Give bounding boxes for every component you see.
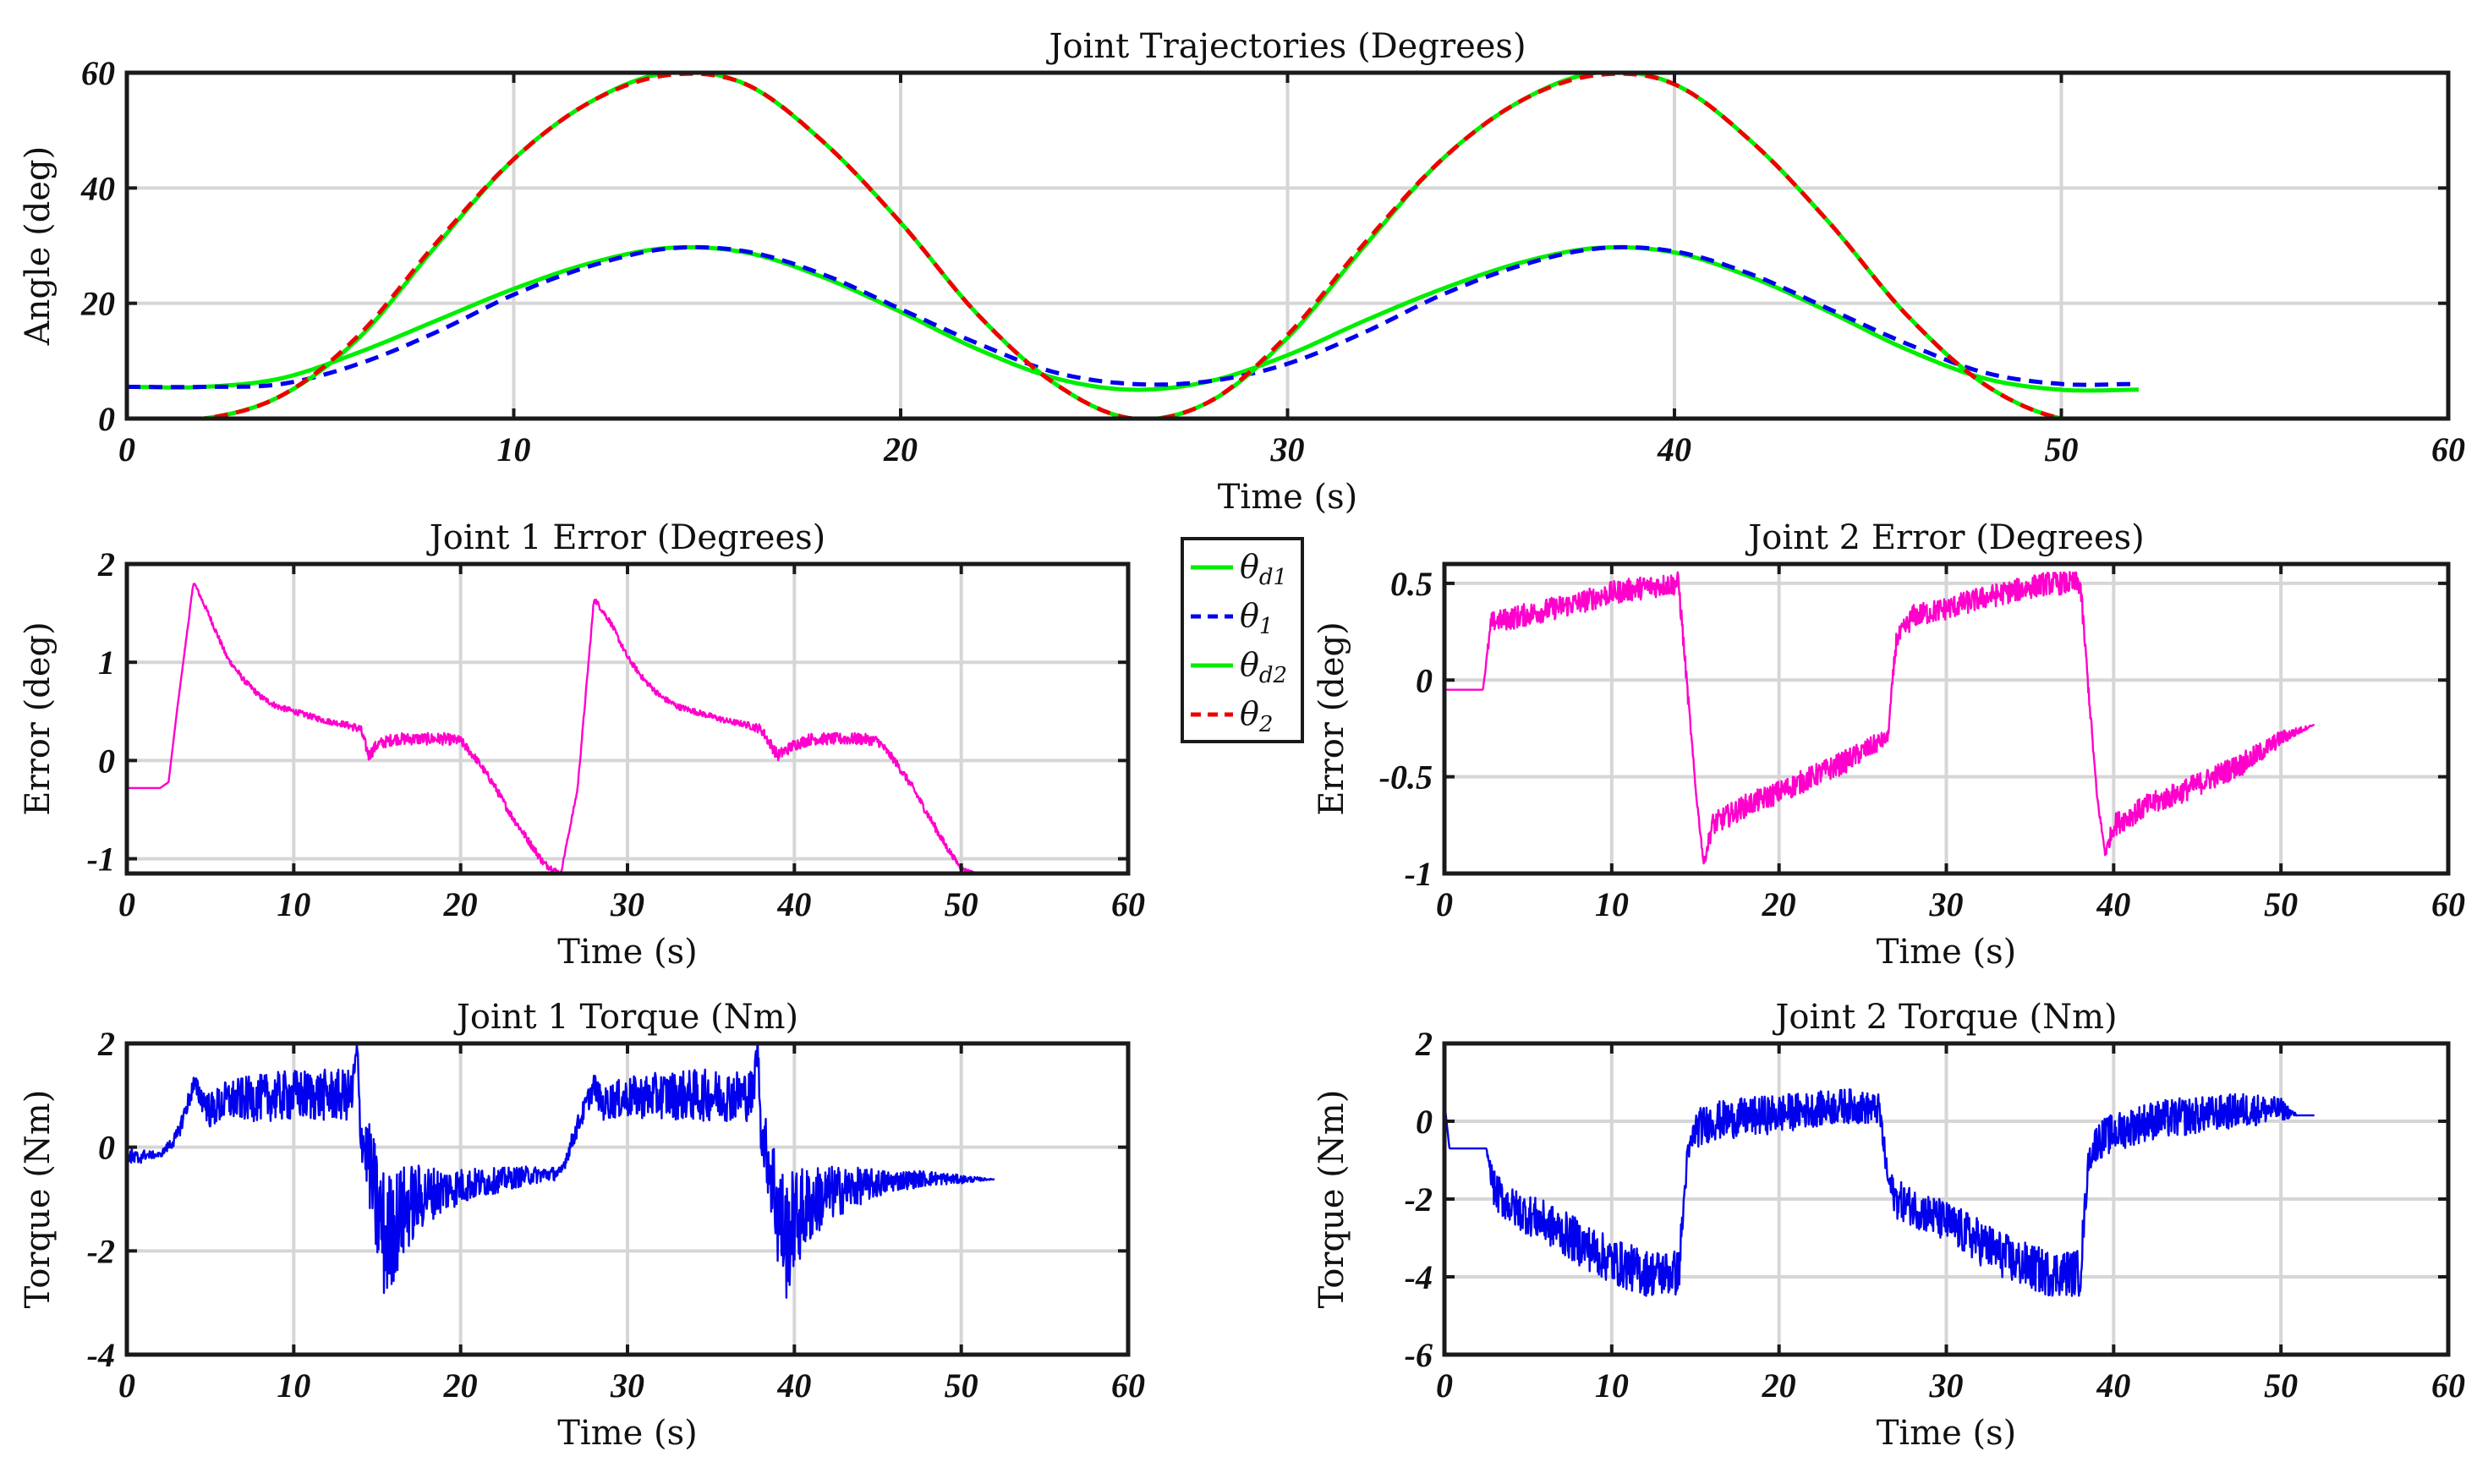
legend-entry-subscript: d1	[1259, 565, 1287, 590]
legend-box	[1181, 537, 1304, 743]
y-tick-label: 2	[97, 545, 115, 583]
y-tick-label: 0	[1416, 661, 1433, 699]
x-tick-label: 30	[1929, 885, 1964, 923]
x-tick-label: 0	[1436, 885, 1453, 923]
y-axis-label: Angle (deg)	[19, 146, 58, 347]
y-tick-label: 2	[1415, 1025, 1433, 1063]
y-axis-label: Torque (Nm)	[1313, 1090, 1351, 1309]
y-tick-label: 0	[98, 1129, 115, 1167]
x-tick-label: 60	[2431, 1366, 2465, 1405]
x-tick-label: 40	[1657, 430, 1691, 468]
y-tick-label: 40	[80, 169, 115, 207]
x-tick-label: 60	[2431, 885, 2465, 923]
x-tick-label: 50	[2045, 430, 2079, 468]
panel-err2: 0 10 20 30 40 50 60 -1 -0.5 0 0.5 Joint 2 Error (De…	[1313, 518, 2465, 972]
x-tick-label: 40	[776, 1366, 811, 1405]
x-tick-label: 60	[2431, 430, 2465, 468]
y-tick-label: 0	[98, 742, 115, 780]
x-tick-label: 40	[776, 885, 811, 923]
y-tick-label: 60	[81, 54, 115, 92]
chart-title: Joint 1 Torque (Nm)	[453, 998, 798, 1037]
x-tick-label: 20	[443, 1366, 478, 1405]
x-tick-label: 10	[277, 1366, 310, 1405]
y-tick-label: -1	[1405, 855, 1433, 893]
x-tick-label: 40	[2096, 885, 2130, 923]
x-tick-label: 50	[945, 1366, 978, 1405]
x-tick-label: 0	[118, 885, 135, 923]
series-line-θ2	[127, 71, 2140, 420]
series-line-Joint-2-error	[1444, 571, 2315, 865]
x-tick-label: 50	[2264, 885, 2298, 923]
y-tick-label: 0	[1416, 1103, 1433, 1141]
x-tick-label: 0	[118, 430, 135, 468]
x-tick-label: 60	[1111, 1366, 1145, 1405]
legend-entry-subscript: d2	[1259, 663, 1287, 688]
x-tick-label: 10	[1595, 1366, 1629, 1405]
chart-title: Joint 2 Error (Degrees)	[1745, 518, 2145, 557]
x-tick-label: 10	[1595, 885, 1629, 923]
series-line-θ1	[127, 244, 2139, 390]
y-tick-label: -0.5	[1379, 758, 1433, 797]
y-tick-label: -4	[87, 1336, 115, 1374]
legend-entry-subscript: 2	[1258, 712, 1274, 737]
x-tick-label: 20	[443, 885, 478, 923]
y-axis-label: Torque (Nm)	[19, 1090, 58, 1309]
chart-title: Joint 1 Error (Degrees)	[426, 518, 826, 557]
y-tick-label: 20	[80, 285, 115, 323]
x-axis-label: Time (s)	[1877, 933, 2017, 972]
series-line-Joint-2-torque	[1444, 1088, 2315, 1297]
x-tick-label: 30	[610, 1366, 644, 1405]
series-line-θd2	[127, 71, 2140, 420]
y-tick-label: -2	[1405, 1180, 1433, 1218]
series-line-θd1	[127, 244, 2139, 393]
x-tick-label: 10	[497, 430, 531, 468]
y-tick-label: 1	[98, 643, 115, 682]
x-tick-label: 20	[883, 430, 918, 468]
x-tick-label: 0	[1436, 1366, 1453, 1405]
x-tick-label: 20	[1762, 1366, 1796, 1405]
y-tick-label: -4	[1405, 1258, 1433, 1296]
x-tick-label: 50	[945, 885, 978, 923]
x-tick-label: 50	[2264, 1366, 2298, 1405]
x-tick-label: 30	[1929, 1366, 1964, 1405]
x-tick-label: 40	[2096, 1366, 2130, 1405]
legend-entry-subscript: 1	[1259, 614, 1274, 639]
x-axis-label: Time (s)	[1218, 478, 1358, 517]
y-tick-label: 2	[97, 1025, 115, 1063]
y-tick-label: 0	[98, 400, 115, 438]
y-axis-label: Error (deg)	[19, 622, 58, 815]
panel-tq1: 0 10 20 30 40 50 60 -4 -2 0 2 Joint 1 Torque (Nm) Ti…	[19, 998, 1145, 1453]
x-tick-label: 0	[118, 1366, 135, 1405]
y-tick-label: -6	[1405, 1336, 1433, 1374]
y-tick-label: -1	[87, 841, 115, 879]
x-axis-label: Time (s)	[557, 933, 698, 972]
series-line-Joint-1-error	[127, 583, 995, 875]
y-axis-label: Error (deg)	[1313, 622, 1351, 815]
chart-title: Joint Trajectories (Degrees)	[1045, 27, 1526, 66]
series-line-Joint-1-torque	[127, 1042, 995, 1299]
x-tick-label: 10	[277, 885, 310, 923]
x-tick-label: 60	[1111, 885, 1145, 923]
chart-title: Joint 2 Torque (Nm)	[1772, 998, 2117, 1037]
x-tick-label: 30	[610, 885, 644, 923]
y-tick-label: -2	[87, 1232, 115, 1270]
x-tick-label: 20	[1762, 885, 1796, 923]
y-tick-label: 0.5	[1390, 565, 1433, 603]
panel-trajectories: 0 10 20 30 40 50 60 0 20 40 60 Joint Trajectories (…	[19, 27, 2465, 517]
x-axis-label: Time (s)	[557, 1414, 698, 1453]
x-axis-label: Time (s)	[1877, 1414, 2017, 1453]
x-tick-label: 30	[1270, 430, 1305, 468]
panel-tq2: 0 10 20 30 40 50 60 -6 -4 -2 0 2 Joint 2 Torque (Nm)…	[1313, 998, 2465, 1453]
